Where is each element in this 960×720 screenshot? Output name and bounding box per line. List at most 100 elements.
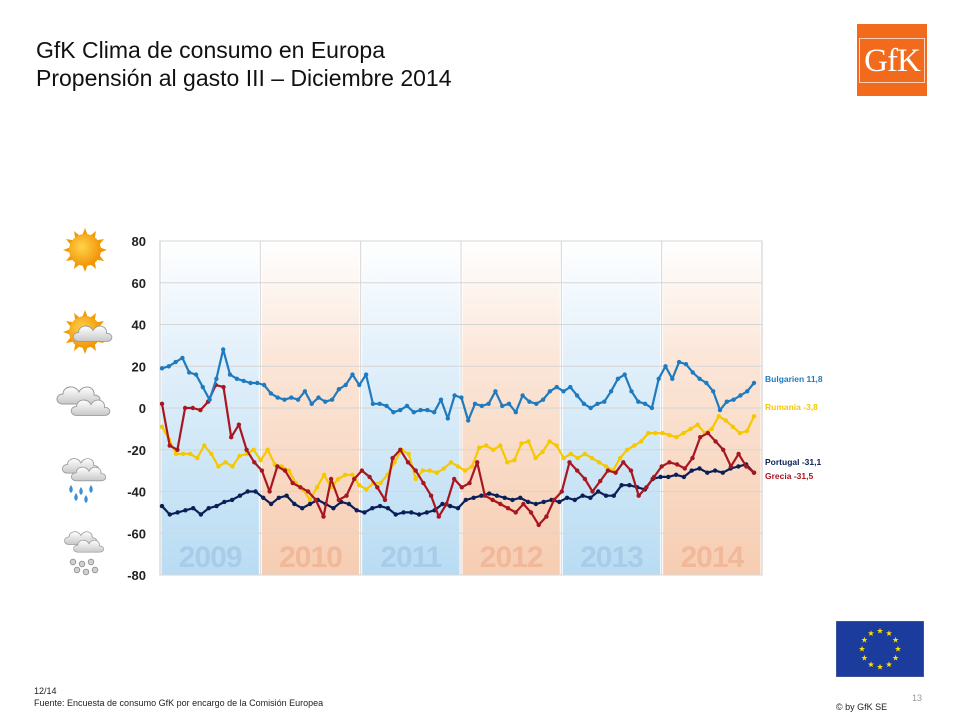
data-point [377,401,382,406]
cloud-icon [56,386,111,416]
data-point [544,514,549,519]
data-point [533,501,539,507]
data-point [484,443,489,448]
data-point [653,430,658,436]
data-point [525,499,531,505]
data-point [689,468,694,473]
data-point [713,439,718,444]
data-point [498,443,503,448]
data-point [259,468,265,473]
eu-star-icon [885,630,893,636]
data-point [343,382,348,388]
data-point [362,510,367,515]
data-point [554,384,559,390]
copyright: © by GfK SE [836,702,888,712]
data-point [329,397,335,402]
data-point [536,522,541,528]
data-point [364,487,369,492]
data-point [479,493,484,498]
data-point [248,380,253,386]
data-point [518,495,523,500]
data-point [391,410,396,415]
data-point [193,372,199,377]
data-point [493,389,498,394]
snow-cloud-icon [64,531,105,576]
y-tick-label: 20 [132,359,146,374]
data-point [613,470,618,475]
data-point [627,483,632,488]
data-point [498,501,503,507]
data-point [636,493,641,498]
data-point [568,451,573,457]
data-point [175,510,180,515]
data-point [712,468,718,473]
data-point [378,480,383,486]
data-point [390,455,395,461]
data-point [180,451,186,457]
data-point [582,451,588,457]
data-point [384,403,389,409]
year-label-2013: 2013 [580,541,643,574]
title-line-2: Propensión al gasto III – Diciembre 2014 [36,65,452,91]
eu-star-icon [867,661,875,668]
data-point [428,493,434,498]
data-point [466,418,471,423]
data-point [459,395,464,400]
data-point [167,443,172,448]
data-point [321,514,326,519]
eu-star-icon [861,636,868,643]
data-point [214,503,219,509]
data-point [455,464,461,469]
data-point [336,387,342,392]
data-point [452,476,457,482]
data-point [416,512,422,517]
data-point [596,460,602,465]
data-point [198,512,204,517]
data-point [357,483,362,488]
data-point [621,460,626,465]
data-point [398,407,403,413]
data-point [195,455,200,461]
data-point [159,401,165,406]
data-point [406,451,411,457]
data-point [505,460,510,465]
data-point [438,397,444,402]
data-point [611,493,616,498]
data-point [321,472,327,477]
data-point [513,510,518,515]
data-point [666,474,671,480]
data-point [491,447,496,452]
data-point [751,414,757,419]
data-point [292,501,297,507]
eu-star-icon [876,663,884,670]
data-point [268,501,274,507]
data-point [424,510,429,515]
data-point [230,464,235,469]
data-point [724,399,729,404]
data-point [711,389,716,394]
data-point [705,430,711,436]
data-point [441,466,447,471]
eu-star-icon [892,636,899,643]
data-point [452,393,457,398]
data-point [730,424,736,429]
data-point [751,380,757,386]
data-point [448,503,453,509]
series-bulgarien [159,347,757,423]
data-point [282,468,288,473]
data-point [561,455,566,461]
data-point [307,501,313,507]
series-grecia [159,382,757,528]
data-point [698,435,703,440]
data-point [502,495,507,500]
data-point [709,426,714,432]
data-point [681,430,686,436]
data-point [506,401,512,406]
data-point [736,464,741,469]
data-point [159,503,165,509]
data-point [467,480,472,486]
data-point [413,476,418,482]
footer-date: 12/14 [34,686,57,696]
data-point [159,424,165,429]
data-point [494,493,500,498]
